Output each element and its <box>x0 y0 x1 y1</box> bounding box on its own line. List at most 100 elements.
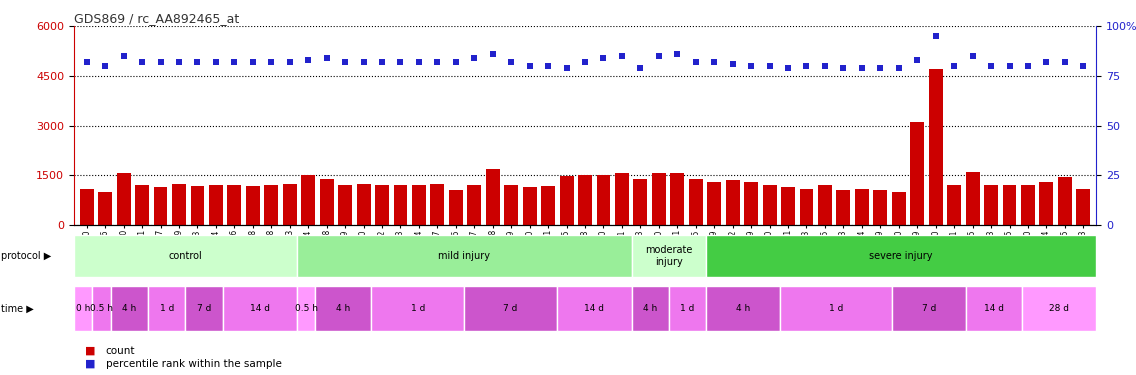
Bar <box>223 286 296 331</box>
Bar <box>1058 177 1071 225</box>
Point <box>262 59 281 65</box>
Point <box>77 59 95 65</box>
Bar <box>1022 286 1096 331</box>
Text: ■: ■ <box>85 346 95 355</box>
Bar <box>80 189 93 225</box>
Text: mild injury: mild injury <box>438 251 491 261</box>
Point <box>225 59 243 65</box>
Point <box>632 65 650 71</box>
Bar <box>652 173 666 225</box>
Point <box>466 55 484 61</box>
Bar <box>185 286 223 331</box>
Text: 28 d: 28 d <box>1049 304 1069 313</box>
Bar <box>74 235 296 277</box>
Bar <box>148 286 185 331</box>
Point <box>686 59 704 65</box>
Text: 7 d: 7 d <box>503 304 518 313</box>
Point <box>281 59 299 65</box>
Text: 1 d: 1 d <box>159 304 174 313</box>
Point <box>336 59 354 65</box>
Text: 0.5 h: 0.5 h <box>90 304 114 313</box>
Bar <box>541 186 556 225</box>
Point <box>594 55 612 61</box>
Text: 1 d: 1 d <box>680 304 694 313</box>
Text: 14 d: 14 d <box>250 304 269 313</box>
Point <box>797 63 816 69</box>
Bar <box>780 286 892 331</box>
Point <box>392 59 410 65</box>
Bar <box>966 172 979 225</box>
Bar <box>929 69 943 225</box>
Bar <box>92 286 111 331</box>
Text: control: control <box>168 251 202 261</box>
Point <box>816 63 834 69</box>
Text: count: count <box>106 346 135 355</box>
Text: percentile rank within the sample: percentile rank within the sample <box>106 359 282 369</box>
Bar <box>412 185 426 225</box>
Bar <box>245 186 260 225</box>
Bar <box>726 180 740 225</box>
Text: moderate
injury: moderate injury <box>645 245 692 267</box>
Point <box>853 65 871 71</box>
Point <box>151 59 169 65</box>
Bar <box>1003 185 1017 225</box>
Text: 0 h: 0 h <box>76 304 91 313</box>
Text: protocol ▶: protocol ▶ <box>1 251 51 261</box>
Bar <box>283 184 296 225</box>
Bar <box>1039 182 1053 225</box>
Point <box>1019 63 1037 69</box>
Bar <box>296 286 316 331</box>
Bar <box>375 185 389 225</box>
Bar <box>632 235 705 277</box>
Point <box>97 63 115 69</box>
Point <box>760 63 778 69</box>
Point <box>724 61 742 67</box>
Bar <box>74 286 92 331</box>
Text: 4 h: 4 h <box>643 304 658 313</box>
Bar <box>153 187 167 225</box>
Bar <box>984 185 997 225</box>
Bar <box>319 178 334 225</box>
Point <box>834 65 852 71</box>
Point <box>354 59 373 65</box>
Point <box>207 59 225 65</box>
Bar <box>596 175 610 225</box>
Bar <box>910 122 925 225</box>
Bar <box>1077 189 1091 225</box>
Bar <box>99 192 112 225</box>
Bar <box>227 184 241 225</box>
Point <box>982 63 1000 69</box>
Point <box>410 59 428 65</box>
Bar <box>615 173 629 225</box>
Bar <box>486 169 500 225</box>
Bar <box>705 235 1096 277</box>
Bar <box>782 187 795 225</box>
Bar <box>316 286 371 331</box>
Bar <box>744 182 758 225</box>
Point <box>1075 63 1093 69</box>
Text: 7 d: 7 d <box>197 304 211 313</box>
Bar <box>467 185 482 225</box>
Point <box>908 57 926 63</box>
Text: 14 d: 14 d <box>984 304 1004 313</box>
Bar <box>135 185 149 225</box>
Bar <box>892 192 905 225</box>
Bar <box>670 173 684 225</box>
Point <box>1037 59 1055 65</box>
Bar <box>560 176 574 225</box>
Point <box>244 59 262 65</box>
Point <box>428 59 446 65</box>
Point <box>1001 63 1019 69</box>
Point <box>668 51 686 57</box>
Point <box>558 65 576 71</box>
Point <box>115 53 133 59</box>
Point <box>318 55 336 61</box>
Point <box>650 53 668 59</box>
Point <box>170 59 189 65</box>
Bar <box>301 176 315 225</box>
Bar <box>465 286 557 331</box>
Bar <box>947 185 961 225</box>
Bar <box>874 190 887 225</box>
Bar <box>708 182 721 225</box>
Point <box>612 53 630 59</box>
